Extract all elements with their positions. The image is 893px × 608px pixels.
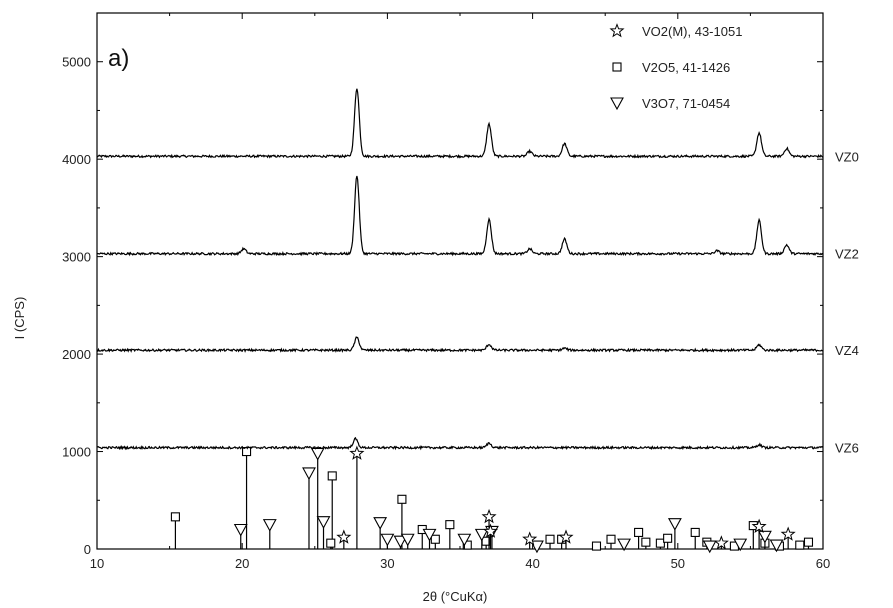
y-tick-label: 3000: [62, 250, 91, 265]
v3o7-triangle-marker: [400, 533, 415, 547]
legend: VO2(M), 43-1051 V2O5, 41-1426 V3O7, 71-045…: [609, 23, 742, 111]
v3o7-triangle-marker: [393, 535, 408, 549]
series-line-vz6: [96, 436, 824, 451]
v2o5-square-marker: [397, 494, 407, 504]
v2o5-square-marker: [545, 534, 555, 544]
y-tick-label: 1000: [62, 445, 91, 460]
legend-item-text: VO2(M), 43-1051: [642, 24, 742, 39]
v2o5-square-marker: [591, 541, 602, 551]
v3o7-triangle-marker: [233, 523, 248, 537]
v2o5-square-marker: [326, 538, 336, 548]
y-axis-title: I (CPS): [12, 297, 27, 340]
series-label-vz4: VZ4: [835, 343, 859, 358]
y-tick-label: 5000: [62, 55, 91, 70]
series-lines: [96, 88, 824, 451]
v2o5-square-marker: [462, 540, 472, 550]
y-tick-label: 0: [84, 542, 91, 557]
v3o7-triangle-marker: [617, 538, 632, 552]
vo2-star-marker: [713, 535, 729, 550]
series-label-vz2: VZ2: [835, 247, 859, 262]
v3o7-triangle-marker: [733, 538, 748, 552]
series-label-vz0: VZ0: [835, 149, 859, 164]
v3o7-triangle-marker: [380, 533, 395, 547]
series-line-vz4: [96, 336, 824, 353]
vo2-star-marker: [336, 529, 352, 544]
vo2-star-marker: [558, 529, 574, 544]
v2o5-square-marker: [663, 533, 673, 543]
vo2-star-marker: [482, 523, 499, 538]
x-axis-title: 2θ (°CuKα): [423, 589, 488, 604]
v2o5-square-marker: [634, 527, 644, 537]
v2o5-square-marker: [327, 471, 337, 481]
legend-item-text: V3O7, 71-0454: [642, 96, 730, 111]
legend-item-text: V2O5, 41-1426: [642, 60, 730, 75]
x-tick-label: 40: [525, 556, 539, 571]
v3o7-triangle-marker: [530, 540, 544, 554]
vo2-star-marker: [751, 518, 767, 533]
series-label-vz6: VZ6: [835, 441, 859, 456]
y-tick-label: 2000: [62, 347, 91, 362]
vo2-star-marker: [522, 531, 538, 546]
x-tick-label: 60: [816, 556, 830, 571]
vo2-star-marker: [780, 526, 796, 541]
reference-patterns: [170, 445, 814, 554]
v3o7-triangle-marker: [702, 540, 717, 554]
x-tick-label: 50: [671, 556, 685, 571]
x-tick-label: 30: [380, 556, 394, 571]
x-tick-label: 20: [235, 556, 249, 571]
v2o5-square-marker: [612, 62, 622, 72]
v2o5-square-marker: [445, 520, 455, 530]
v2o5-square-marker: [170, 512, 180, 522]
v3o7-triangle-marker: [422, 528, 437, 542]
x-axis: 10 20 30 40 50 60: [90, 13, 830, 571]
series-labels: VZ0 VZ2 VZ4 VZ6: [835, 149, 859, 455]
v3o7-triangle-marker: [769, 539, 784, 553]
v3o7-triangle-marker: [757, 530, 772, 544]
series-line-vz2: [96, 175, 824, 257]
v2o5-square-marker: [641, 537, 651, 547]
v3o7-triangle-marker: [457, 533, 472, 547]
v3o7-triangle-marker: [610, 97, 624, 111]
y-tick-label: 4000: [62, 152, 91, 167]
panel-label: a): [108, 45, 129, 72]
vo2-star-marker: [349, 445, 365, 460]
v2o5-square-marker: [795, 540, 805, 550]
v2o5-square-marker: [430, 534, 440, 544]
v3o7-triangle-marker: [667, 518, 682, 531]
v2o5-square-marker: [803, 537, 814, 547]
v3o7-triangle-marker: [262, 519, 277, 532]
v3o7-triangle-marker: [316, 516, 331, 529]
v3o7-triangle-marker: [310, 447, 325, 461]
v2o5-square-marker: [606, 534, 616, 544]
v2o5-square-marker: [690, 527, 700, 537]
v3o7-triangle-marker: [474, 528, 489, 542]
v3o7-triangle-marker: [373, 517, 388, 530]
x-tick-label: 10: [90, 556, 104, 571]
v3o7-triangle-marker: [302, 467, 316, 481]
vo2-star-marker: [609, 23, 625, 38]
series-line-vz0: [96, 88, 824, 159]
y-axis: 0 1000 2000 3000 4000 5000: [62, 12, 823, 557]
vo2-star-marker: [481, 508, 497, 524]
v2o5-square-marker: [655, 538, 665, 548]
